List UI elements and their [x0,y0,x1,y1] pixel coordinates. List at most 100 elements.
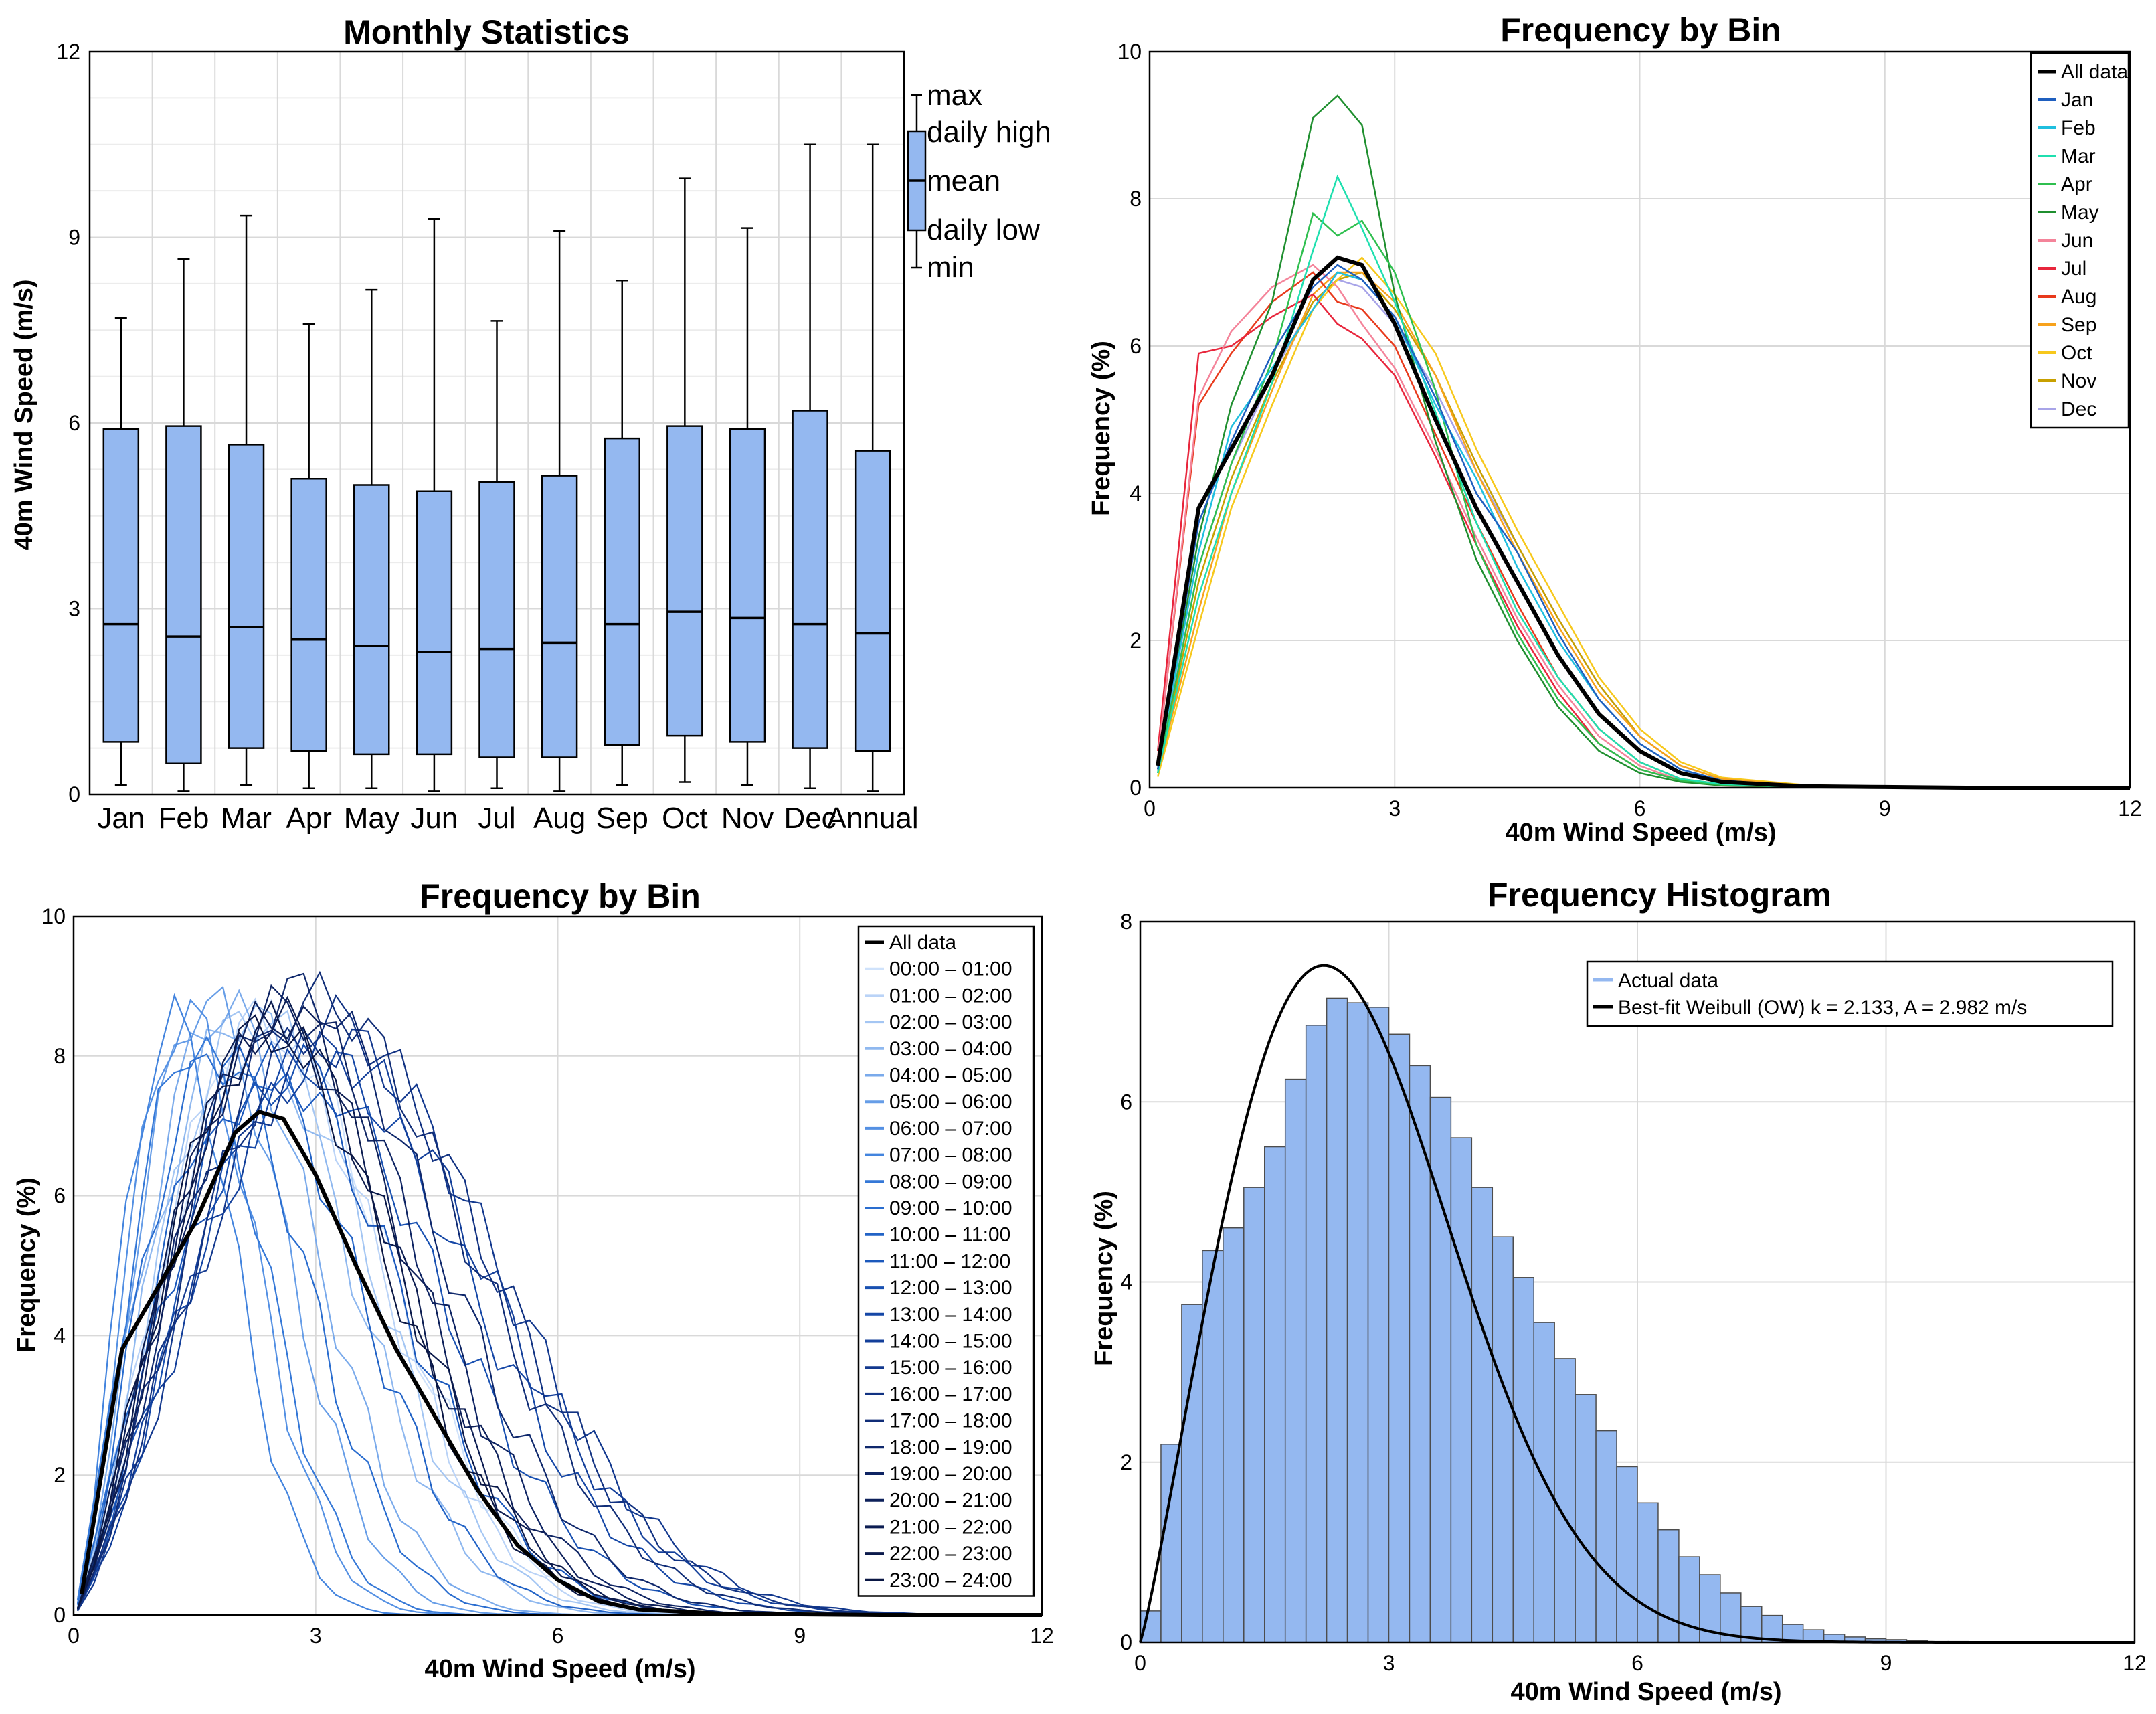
monthly-frequency-title: Frequency by Bin [1500,11,1781,49]
box-body [416,490,453,756]
box-body [729,428,766,743]
legend-label: Mar [2061,145,2096,167]
histogram-ticks: 0 3 6 9 12 0 2 4 6 8 [1120,910,2147,1675]
legend-label: 23:00 – 24:00 [889,1569,1012,1592]
y-tick-label: 3 [68,597,80,621]
histogram-title: Frequency Histogram [1488,876,1831,914]
legend-label: 03:00 – 04:00 [889,1038,1012,1060]
y-tick-label: 6 [54,1184,66,1208]
y-tick-label: 10 [1117,39,1142,64]
x-tick-label: Apr [286,802,331,835]
monthly-frequency-xlabel: 40m Wind Speed (m/s) [1505,819,1776,847]
legend-label: 07:00 – 08:00 [889,1144,1012,1167]
x-tick-label: 3 [1388,796,1401,821]
legend-label: 09:00 – 10:00 [889,1197,1012,1219]
x-tick-label: Jan [97,802,145,835]
legend-mean-label: mean [927,165,1000,197]
legend-label: 06:00 – 07:00 [889,1118,1012,1140]
y-tick-label: 4 [1120,1270,1132,1294]
monthly-frequency-chart: Frequency by Bin 40m Wind Speed (m/s) Fr… [1087,11,2142,847]
box-body [792,410,828,749]
y-tick-label: 0 [54,1603,66,1627]
histogram-bar [1284,1078,1307,1643]
series-line-feb [1156,271,2130,789]
histogram-bar [1678,1556,1700,1643]
y-tick-label: 0 [68,782,80,806]
box-body [604,437,640,746]
hourly-frequency-ylabel: Frequency (%) [13,1177,41,1353]
histogram-bar [1264,1146,1286,1643]
legend-label: 04:00 – 05:00 [889,1065,1012,1087]
y-tick-label: 8 [54,1044,66,1068]
x-tick-label: May [344,802,399,835]
x-tick-label: Aug [533,802,586,835]
x-tick-label: 3 [310,1624,322,1648]
hourly-frequency-xlabel: 40m Wind Speed (m/s) [424,1655,695,1683]
legend-label: 21:00 – 22:00 [889,1516,1012,1538]
series-line-oct [1156,256,2130,789]
monthly-frequency-legend: All data Jan Feb Mar Apr May Jun Jul Aug Sep Oct No… [2030,52,2130,429]
monthly-frequency-lines [1156,94,2130,790]
legend-label: 00:00 – 01:00 [889,958,1012,980]
x-tick-label: 12 [2123,1651,2147,1675]
series-line-all-data [1156,255,2130,790]
box-body [353,484,390,756]
histogram-ylabel: Frequency (%) [1090,1191,1118,1366]
histogram-bar [1305,1025,1328,1643]
legend-label: Feb [2061,117,2096,139]
x-tick-label: 0 [68,1624,80,1648]
x-tick-label: 0 [1134,1651,1146,1675]
box-body [165,425,202,764]
box-body [854,450,891,752]
histogram-plot-area [1139,920,2136,1644]
monthly-chart-legend: max daily high mean daily low min [907,79,1051,284]
histogram-bar [1450,1137,1473,1643]
x-tick-label: Sep [596,802,648,835]
series-line-jul [1156,293,2130,789]
series-line-may [1156,94,2130,789]
histogram-bar [1429,1096,1452,1643]
legend-label: 15:00 – 16:00 [889,1357,1012,1379]
hourly-series-line [76,994,1030,1616]
legend-label: 05:00 – 06:00 [889,1091,1012,1113]
histogram-bar [1326,997,1348,1643]
series-line-mar [1156,174,2130,789]
histogram-bar [1637,1502,1659,1643]
histogram-bars [1140,997,1970,1643]
histogram-xlabel: 40m Wind Speed (m/s) [1510,1678,1781,1706]
box-body [541,475,578,758]
x-tick-label: Oct [662,802,707,835]
legend-actual-label: Actual data [1618,970,1718,992]
box-body [102,428,140,743]
box-feb [165,258,202,792]
monthly-chart-yticks: 0 3 6 9 12 [56,39,80,806]
legend-label: Aug [2061,286,2096,308]
legend-daily-low-label: daily low [927,213,1040,246]
histogram-bar [1595,1430,1617,1643]
legend-max-label: max [927,79,982,112]
x-tick-label: 9 [1879,796,1891,821]
legend-label: 01:00 – 02:00 [889,984,1012,1007]
histogram-bar [1202,1250,1224,1643]
x-tick-label: 0 [1144,796,1156,821]
x-tick-label: Jun [410,802,458,835]
histogram-bar [1616,1466,1638,1643]
monthly-frequency-plot-area [1148,50,2131,789]
legend-daily-high-label: daily high [927,116,1051,149]
y-tick-label: 0 [1120,1630,1132,1654]
legend-label: 02:00 – 03:00 [889,1011,1012,1033]
x-tick-label: Jul [478,802,515,835]
x-tick-label: Dec [784,802,836,835]
box-dec [792,143,828,789]
histogram-bar [1554,1358,1576,1643]
histogram-bar [1388,1033,1411,1643]
series-line-dec [1156,278,2130,789]
legend-label: 20:00 – 21:00 [889,1490,1012,1512]
series-line-aug [1156,271,2130,789]
y-tick-label: 4 [1130,481,1142,505]
histogram-bar [1492,1236,1514,1643]
y-tick-label: 2 [1130,628,1142,653]
x-tick-label: 6 [1634,796,1646,821]
y-tick-label: 6 [1130,334,1142,358]
legend-label: Jul [2061,258,2086,280]
